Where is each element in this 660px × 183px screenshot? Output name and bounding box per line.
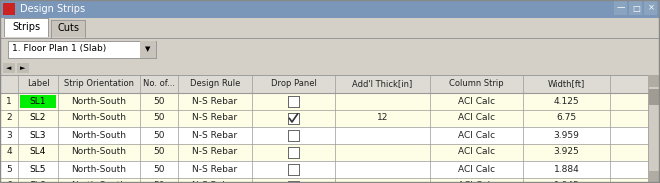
Bar <box>0 0 660 18</box>
Text: ▼: ▼ <box>145 46 150 52</box>
Text: 2: 2 <box>6 113 12 122</box>
Bar <box>614 1 627 15</box>
Bar <box>51 20 85 37</box>
Text: ACI Calc: ACI Calc <box>458 96 495 106</box>
Text: North-South: North-South <box>71 147 127 156</box>
Text: ×: × <box>647 3 655 12</box>
Bar <box>8 41 156 58</box>
Text: Width[ft]: Width[ft] <box>548 79 585 89</box>
Text: 4: 4 <box>6 147 12 156</box>
Text: Design Rule: Design Rule <box>190 79 240 89</box>
Bar <box>0 61 660 75</box>
Text: N-S Rebar: N-S Rebar <box>193 130 238 139</box>
Text: N-S Rebar: N-S Rebar <box>193 165 238 173</box>
Text: 3.959: 3.959 <box>554 130 579 139</box>
Text: SL2: SL2 <box>30 113 46 122</box>
Bar <box>288 180 299 183</box>
Text: SL5: SL5 <box>30 165 46 173</box>
Bar <box>0 127 648 144</box>
Text: 50: 50 <box>153 165 165 173</box>
Text: SL3: SL3 <box>30 130 46 139</box>
Text: SL4: SL4 <box>30 147 46 156</box>
Bar <box>20 95 56 108</box>
Text: 1: 1 <box>6 96 12 106</box>
Text: ACI Calc: ACI Calc <box>458 147 495 156</box>
Text: 4.125: 4.125 <box>554 96 579 106</box>
Text: ACI Calc: ACI Calc <box>458 182 495 183</box>
Bar <box>17 63 29 73</box>
Text: 50: 50 <box>153 147 165 156</box>
Bar <box>288 96 299 107</box>
Text: Add'l Thick[in]: Add'l Thick[in] <box>352 79 412 89</box>
Text: 5: 5 <box>6 165 12 173</box>
Bar <box>0 110 648 127</box>
Text: 12: 12 <box>377 113 388 122</box>
Bar <box>648 75 660 87</box>
Text: 50: 50 <box>153 182 165 183</box>
Text: N-S Rebar: N-S Rebar <box>193 113 238 122</box>
Text: SL6: SL6 <box>30 182 46 183</box>
Bar <box>3 63 15 73</box>
Text: ACI Calc: ACI Calc <box>458 165 495 173</box>
Text: Design Strips: Design Strips <box>20 4 85 14</box>
Bar <box>649 89 659 105</box>
Text: 1. Floor Plan 1 (Slab): 1. Floor Plan 1 (Slab) <box>12 44 106 53</box>
Bar <box>0 93 648 110</box>
Text: 3.925: 3.925 <box>554 147 579 156</box>
Text: 1.884: 1.884 <box>554 165 579 173</box>
Bar <box>140 41 156 58</box>
Bar <box>0 144 648 161</box>
Bar <box>0 18 660 38</box>
Bar <box>644 1 657 15</box>
Text: No. of...: No. of... <box>143 79 175 89</box>
Text: North-South: North-South <box>71 113 127 122</box>
Bar <box>288 130 299 141</box>
Text: N-S Rebar: N-S Rebar <box>193 182 238 183</box>
Text: 3: 3 <box>6 130 12 139</box>
Bar <box>288 113 299 124</box>
Text: North-South: North-South <box>71 165 127 173</box>
Text: Label: Label <box>26 79 50 89</box>
Text: ACI Calc: ACI Calc <box>458 130 495 139</box>
Bar <box>288 147 299 158</box>
Bar <box>0 178 648 183</box>
Bar <box>0 75 648 93</box>
Text: N-S Rebar: N-S Rebar <box>193 147 238 156</box>
Text: Cuts: Cuts <box>57 23 79 33</box>
Bar <box>288 163 299 175</box>
Text: ►: ► <box>20 65 26 71</box>
Text: Column Strip: Column Strip <box>449 79 504 89</box>
Text: N-S Rebar: N-S Rebar <box>193 96 238 106</box>
Bar <box>648 171 660 183</box>
Bar <box>648 75 660 183</box>
Text: —: — <box>617 3 625 12</box>
Text: Strips: Strips <box>12 22 40 32</box>
Text: 50: 50 <box>153 130 165 139</box>
Text: North-South: North-South <box>71 130 127 139</box>
Text: North-South: North-South <box>71 182 127 183</box>
Text: 1.945: 1.945 <box>554 182 579 183</box>
Text: 50: 50 <box>153 113 165 122</box>
Bar <box>4 18 48 37</box>
Text: 6.75: 6.75 <box>556 113 577 122</box>
Text: SL1: SL1 <box>30 96 46 106</box>
Text: 6: 6 <box>6 182 12 183</box>
Text: ACI Calc: ACI Calc <box>458 113 495 122</box>
Bar <box>629 1 642 15</box>
Bar <box>3 3 15 15</box>
Text: Strip Orientation: Strip Orientation <box>64 79 134 89</box>
Text: ◄: ◄ <box>7 65 12 71</box>
Bar <box>0 38 660 61</box>
Text: North-South: North-South <box>71 96 127 106</box>
Text: □: □ <box>632 3 640 12</box>
Bar <box>0 161 648 178</box>
Text: Drop Panel: Drop Panel <box>271 79 316 89</box>
Text: 50: 50 <box>153 96 165 106</box>
